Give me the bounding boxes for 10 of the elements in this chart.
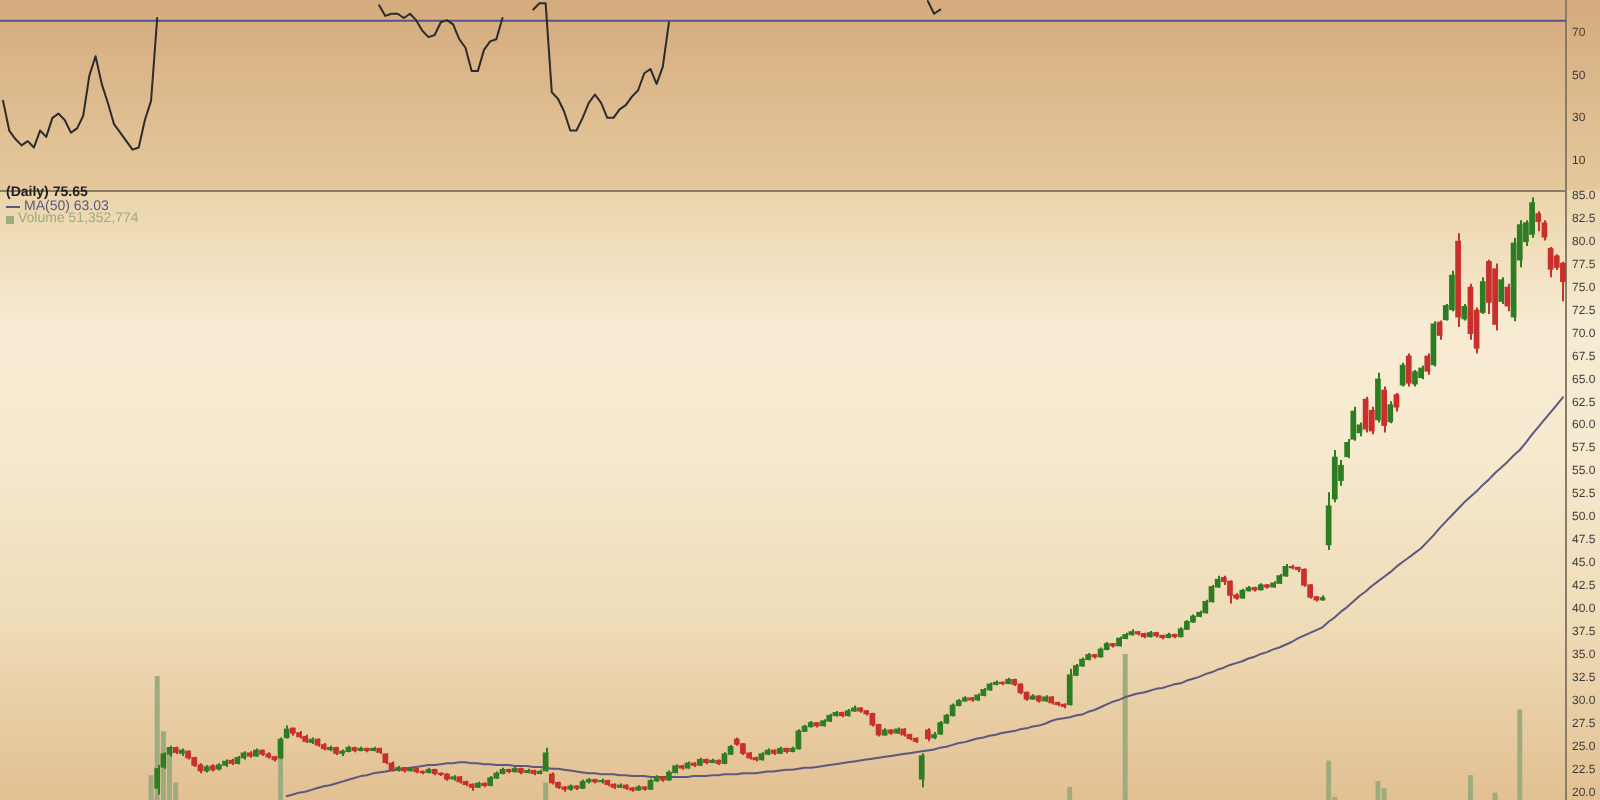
bar — [1067, 786, 1073, 800]
bar — [543, 782, 549, 800]
bar — [1375, 781, 1381, 800]
bar — [1467, 775, 1473, 800]
bar — [1517, 709, 1523, 800]
bar — [1381, 788, 1387, 800]
bar — [278, 757, 283, 800]
bar — [1122, 654, 1128, 800]
bar — [1492, 792, 1498, 800]
bar — [1326, 760, 1332, 800]
